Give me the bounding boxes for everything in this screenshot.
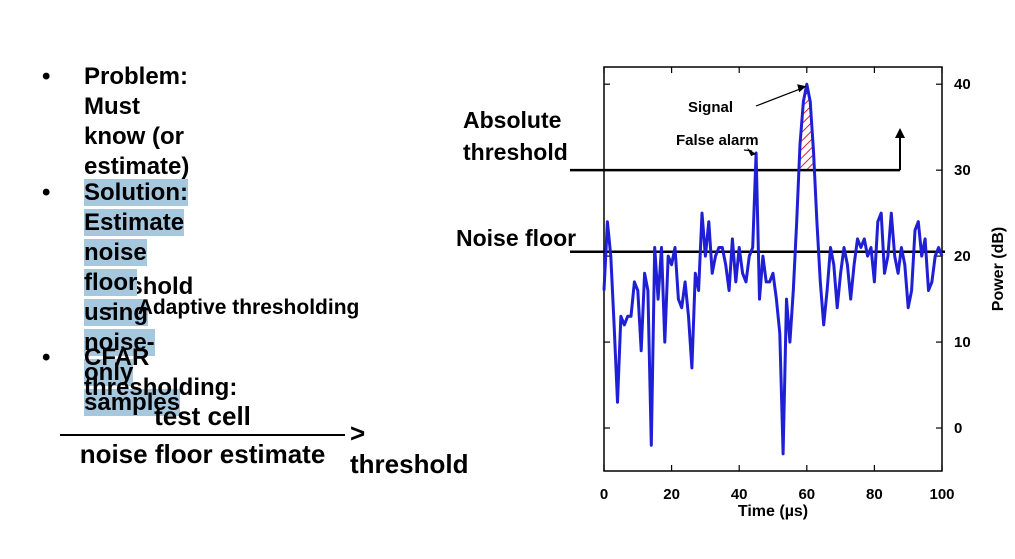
x-tick-label: 40 — [731, 486, 748, 503]
y-tick-label: 0 — [954, 420, 962, 437]
x-tick-label: 80 — [866, 486, 883, 503]
signal-arrow-head — [797, 84, 807, 93]
signal-label: Signal — [688, 99, 733, 116]
false-alarm-arrow-head — [747, 147, 757, 156]
sub-bullet-dash: – — [104, 296, 116, 319]
sub-bullet-adaptive: – Adaptive thresholding — [104, 296, 359, 320]
bullet-panel: • Problem: Must know (or estimate) noise… — [0, 0, 470, 559]
x-tick-label: 100 — [929, 486, 954, 503]
signal-exceedance-fill — [798, 84, 815, 171]
signal-arrow — [755, 87, 803, 107]
x-axis-label: Time (µs) — [738, 503, 808, 520]
y-tick-label: 10 — [954, 334, 971, 351]
fraction-numerator: test cell — [154, 401, 251, 431]
bullet-dot: • — [42, 63, 51, 90]
y-tick-label: 40 — [954, 76, 971, 93]
y-axis-label: Power (dB) — [990, 227, 1007, 311]
absolute-threshold-label: threshold — [463, 139, 568, 165]
x-tick-label: 20 — [663, 486, 680, 503]
highlighted-line: samples — [84, 389, 181, 416]
x-tick-label: 0 — [600, 486, 608, 503]
y-tick-label: 20 — [954, 248, 971, 265]
fraction-relation: > threshold — [350, 418, 469, 479]
signal-series-line — [602, 82, 944, 456]
x-tick-label: 60 — [798, 486, 815, 503]
bullet-text-cfar: CFAR thresholding: — [84, 344, 238, 401]
fraction-denominator: noise floor estimate — [79, 439, 326, 469]
y-tick-label: 30 — [954, 162, 971, 179]
fraction-bar — [60, 434, 345, 436]
bullet-dot: • — [42, 344, 51, 371]
bullet-dot: • — [42, 179, 51, 206]
absolute-threshold-label: Absolute — [463, 107, 561, 133]
false-alarm-label: False alarm — [676, 132, 759, 149]
threshold-arrow-head — [895, 128, 905, 138]
sub-bullet-text: Adaptive thresholding — [137, 296, 360, 319]
bullet-text-solution: Solution: Estimate noise floor using nois… — [84, 178, 188, 418]
noise-floor-label: Noise floor — [456, 225, 576, 251]
cfar-fraction: test cell noise floor estimate — [60, 400, 345, 470]
